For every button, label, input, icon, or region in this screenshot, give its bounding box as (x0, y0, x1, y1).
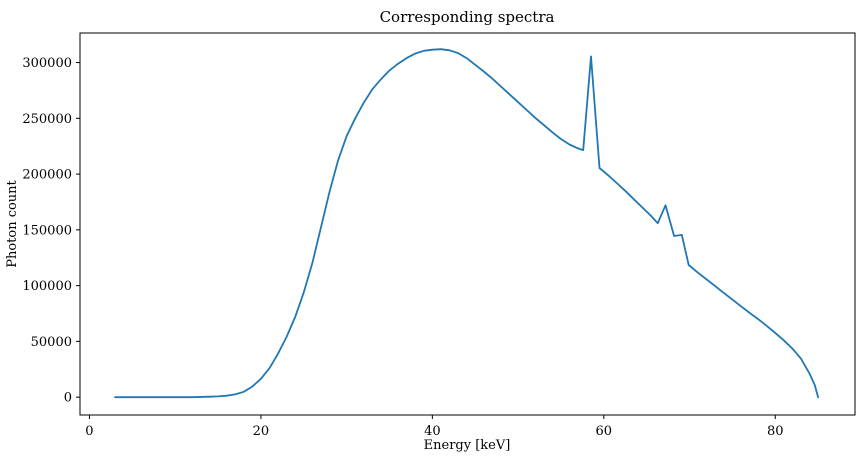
chart-title: Corresponding spectra (380, 8, 555, 26)
y-tick-label: 100000 (22, 279, 72, 294)
x-tick-label: 40 (424, 424, 441, 439)
x-axis-label: Energy [keV] (424, 438, 511, 453)
y-tick-label: 300000 (22, 56, 72, 71)
y-tick-label: 0 (64, 391, 72, 406)
y-axis-label: Photon count (5, 179, 20, 267)
y-tick-label: 150000 (22, 223, 72, 238)
axes-ticks: 0 20 40 60 80 0 50000 100000 150000 200000 250000 3… (22, 56, 783, 439)
x-tick-label: 20 (253, 424, 270, 439)
y-tick-label: 50000 (31, 335, 72, 350)
x-tick-label: 80 (767, 424, 784, 439)
y-tick-label: 250000 (22, 112, 72, 127)
spectrum-line (114, 48, 819, 399)
y-tick-label: 200000 (22, 168, 72, 183)
x-tick-label: 0 (85, 424, 93, 439)
plot-frame (79, 32, 856, 416)
series-layer (114, 48, 819, 399)
x-tick-label: 60 (596, 424, 613, 439)
